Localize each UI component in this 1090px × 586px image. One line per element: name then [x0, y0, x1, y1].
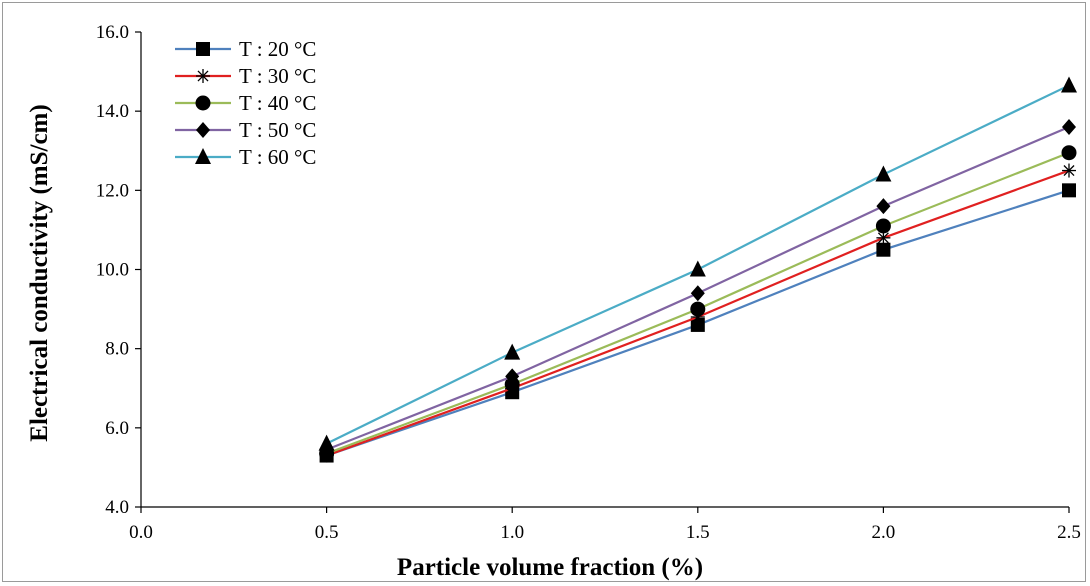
- axes: 4.0 6.0 8.0 10.0 12.0 14.0 16.0 0.0 0.5 1.0 1.5 2.0…: [96, 22, 1081, 543]
- legend-label: T : 40 °C: [239, 91, 316, 115]
- x-tick-label: 1.5: [686, 522, 710, 543]
- legend: T : 20 °C T : 30 °C T : 40 °C T : 50 °C T : …: [175, 37, 316, 169]
- legend-marker-triangle: [195, 148, 211, 164]
- data-point-circle: [1061, 145, 1077, 161]
- data-point-diamond: [505, 368, 520, 385]
- x-tick-label: 2.5: [1057, 522, 1081, 543]
- star-stroke: [1063, 165, 1075, 177]
- data-point-triangle: [689, 260, 706, 277]
- legend-marker-diamond: [196, 122, 210, 138]
- data-point-triangle: [875, 165, 892, 182]
- x-tick-label: 0.0: [129, 522, 153, 543]
- series-4: [319, 119, 1076, 458]
- data-point-diamond: [876, 198, 891, 215]
- star-stroke: [877, 232, 889, 244]
- legend-entry: T : 40 °C: [175, 91, 316, 115]
- series-5: [318, 76, 1077, 451]
- legend-entry: T : 60 °C: [175, 145, 316, 169]
- y-tick-label: 12.0: [96, 180, 129, 201]
- legend-entry: T : 20 °C: [175, 37, 316, 61]
- x-axis-title: Particle volume fraction (%): [397, 554, 703, 581]
- data-point-triangle: [504, 343, 521, 360]
- legend-label: T : 30 °C: [239, 64, 316, 88]
- data-point-circle: [690, 301, 706, 317]
- data-point-triangle: [1061, 76, 1077, 93]
- legend-entry: T : 50 °C: [175, 118, 316, 142]
- data-point-circle: [875, 218, 891, 234]
- legend-marker-circle: [195, 95, 211, 111]
- data-point-diamond: [1062, 119, 1076, 135]
- y-tick-label: 16.0: [96, 22, 129, 43]
- series-3: [319, 145, 1077, 462]
- y-tick-label: 14.0: [96, 101, 129, 122]
- legend-entry: T : 30 °C: [175, 64, 316, 88]
- legend-label: T : 20 °C: [239, 37, 316, 61]
- data-point-triangle: [318, 434, 335, 451]
- legend-marker-star: [196, 69, 210, 83]
- x-tick-label: 1.0: [500, 522, 524, 543]
- data-point-diamond: [690, 285, 705, 302]
- data-point-star: [1062, 163, 1076, 178]
- y-tick-label: 8.0: [105, 339, 129, 360]
- y-tick-label: 10.0: [96, 260, 129, 281]
- data-point-square: [1062, 183, 1076, 198]
- series-lines: [318, 76, 1077, 463]
- y-axis-title: Electrical conductivity (mS/cm): [26, 104, 53, 441]
- y-tick-label: 6.0: [105, 418, 129, 439]
- star-stroke: [197, 70, 209, 82]
- x-tick-label: 2.0: [872, 522, 896, 543]
- legend-marker-square: [196, 42, 210, 56]
- x-tick-label: 0.5: [315, 522, 339, 543]
- legend-label: T : 50 °C: [239, 118, 316, 142]
- legend-label: T : 60 °C: [239, 145, 316, 169]
- line-chart: 4.0 6.0 8.0 10.0 12.0 14.0 16.0 0.0 0.5 1.0 1.5 2.0…: [26, 22, 1081, 581]
- y-tick-label: 4.0: [105, 497, 129, 518]
- data-point-square: [876, 242, 891, 257]
